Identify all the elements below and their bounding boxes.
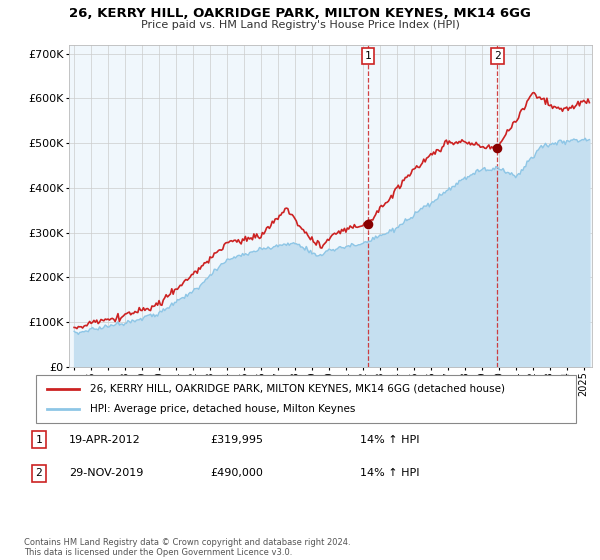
Text: 19-APR-2012: 19-APR-2012 xyxy=(69,435,141,445)
FancyBboxPatch shape xyxy=(36,375,576,423)
Text: 29-NOV-2019: 29-NOV-2019 xyxy=(69,468,143,478)
Text: 14% ↑ HPI: 14% ↑ HPI xyxy=(360,435,419,445)
Text: 26, KERRY HILL, OAKRIDGE PARK, MILTON KEYNES, MK14 6GG: 26, KERRY HILL, OAKRIDGE PARK, MILTON KE… xyxy=(69,7,531,20)
Text: Contains HM Land Registry data © Crown copyright and database right 2024.
This d: Contains HM Land Registry data © Crown c… xyxy=(24,538,350,557)
Point xyxy=(493,143,502,152)
Text: 2: 2 xyxy=(494,51,501,61)
Text: Price paid vs. HM Land Registry's House Price Index (HPI): Price paid vs. HM Land Registry's House … xyxy=(140,20,460,30)
Text: 1: 1 xyxy=(35,435,43,445)
Text: £319,995: £319,995 xyxy=(210,435,263,445)
Text: HPI: Average price, detached house, Milton Keynes: HPI: Average price, detached house, Milt… xyxy=(90,404,355,414)
Text: 26, KERRY HILL, OAKRIDGE PARK, MILTON KEYNES, MK14 6GG (detached house): 26, KERRY HILL, OAKRIDGE PARK, MILTON KE… xyxy=(90,384,505,394)
Text: £490,000: £490,000 xyxy=(210,468,263,478)
Point xyxy=(363,219,373,228)
Text: 2: 2 xyxy=(35,468,43,478)
Text: 14% ↑ HPI: 14% ↑ HPI xyxy=(360,468,419,478)
Text: 1: 1 xyxy=(365,51,371,61)
